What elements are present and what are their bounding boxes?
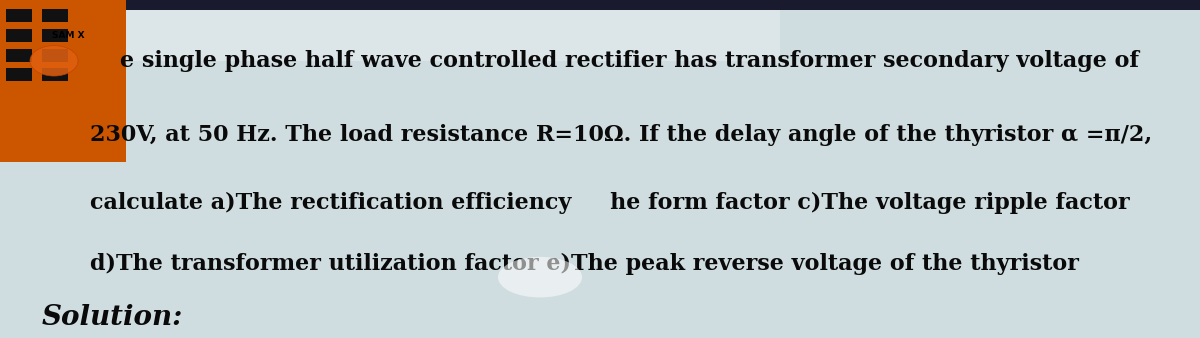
FancyBboxPatch shape — [0, 0, 126, 162]
FancyBboxPatch shape — [42, 9, 68, 22]
FancyBboxPatch shape — [6, 29, 32, 42]
Text: calculate a)The rectification efficiency     he form factor c)The voltage ripple: calculate a)The rectification efficiency… — [90, 192, 1129, 214]
FancyBboxPatch shape — [6, 68, 32, 81]
Text: SAM X: SAM X — [52, 31, 85, 40]
Text: e single phase half wave controlled rectifier has transformer secondary voltage : e single phase half wave controlled rect… — [120, 50, 1139, 72]
FancyBboxPatch shape — [42, 49, 68, 62]
FancyBboxPatch shape — [42, 68, 68, 81]
Ellipse shape — [30, 46, 78, 76]
FancyBboxPatch shape — [6, 9, 32, 22]
Text: Solution:: Solution: — [42, 304, 184, 331]
FancyBboxPatch shape — [6, 49, 32, 62]
Ellipse shape — [498, 257, 582, 297]
Text: d)The transformer utilization factor e)The peak reverse voltage of the thyristor: d)The transformer utilization factor e)T… — [90, 252, 1079, 275]
FancyBboxPatch shape — [42, 29, 68, 42]
FancyBboxPatch shape — [0, 0, 1200, 10]
Text: 230V, at 50 Hz. The load resistance R=10Ω. If the delay angle of the thyristor α: 230V, at 50 Hz. The load resistance R=10… — [90, 124, 1152, 146]
FancyBboxPatch shape — [120, 10, 780, 61]
